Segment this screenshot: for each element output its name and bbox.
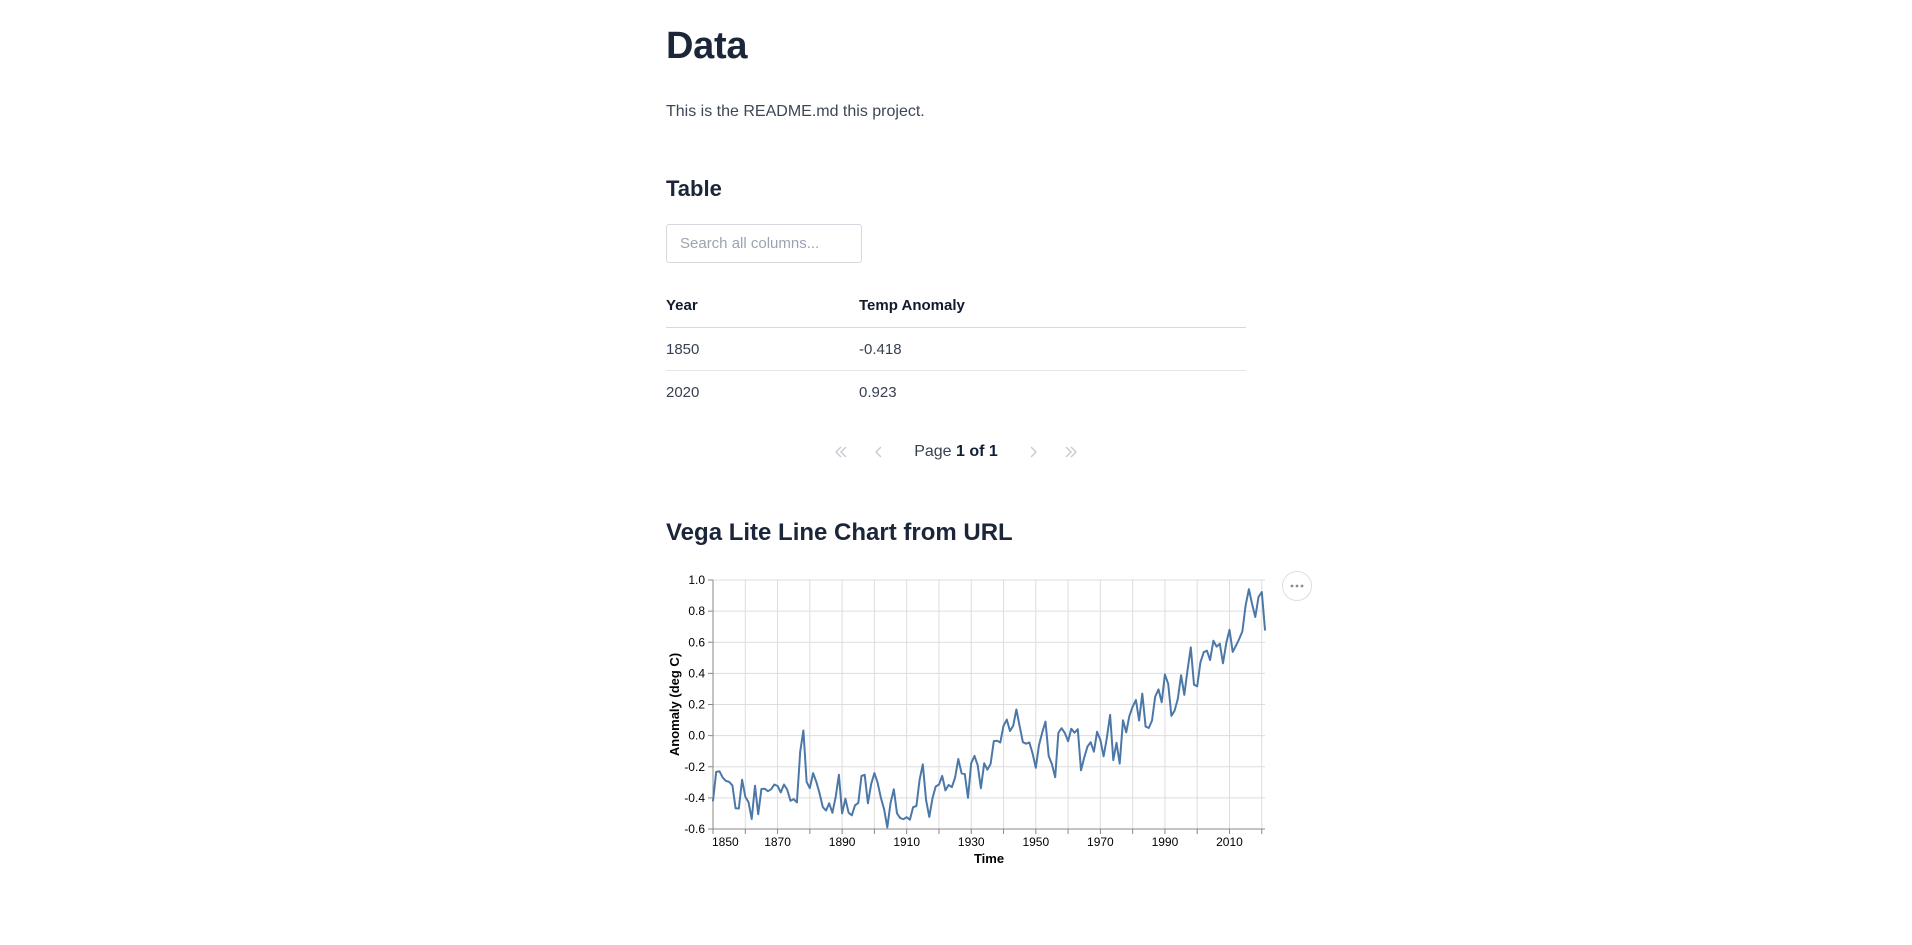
svg-text:0.4: 0.4 xyxy=(688,667,705,681)
search-input[interactable] xyxy=(666,224,862,264)
svg-text:Time: Time xyxy=(974,851,1004,866)
next-page-button[interactable] xyxy=(1023,442,1043,462)
svg-text:1990: 1990 xyxy=(1152,835,1179,849)
cell-temp-anomaly: 0.923 xyxy=(859,384,897,402)
table-row: 1850 -0.418 xyxy=(666,327,1246,372)
svg-text:-0.6: -0.6 xyxy=(684,822,705,836)
pagination: Page 1 of 1 xyxy=(666,442,1246,462)
svg-text:-0.2: -0.2 xyxy=(684,760,705,774)
svg-text:0.8: 0.8 xyxy=(688,605,705,619)
column-header-temp-anomaly[interactable]: Temp Anomaly xyxy=(859,287,1246,329)
page-info: Page 1 of 1 xyxy=(914,443,998,461)
cell-year: 2020 xyxy=(666,384,700,402)
data-table: Year Temp Anomaly 1850 -0.418 2020 0.923 xyxy=(666,287,1246,413)
svg-text:Anomaly (deg C): Anomaly (deg C) xyxy=(667,653,682,756)
chart-section-heading: Vega Lite Line Chart from URL xyxy=(666,519,1013,547)
double-chevron-left-icon xyxy=(832,444,850,460)
ellipsis-icon xyxy=(1290,584,1304,588)
svg-text:0.0: 0.0 xyxy=(688,729,705,743)
svg-text:1870: 1870 xyxy=(764,835,791,849)
svg-text:1970: 1970 xyxy=(1087,835,1114,849)
svg-text:1890: 1890 xyxy=(829,835,856,849)
svg-text:1910: 1910 xyxy=(893,835,920,849)
svg-text:1850: 1850 xyxy=(712,835,739,849)
table-row: 2020 0.923 xyxy=(666,371,1246,414)
svg-text:1930: 1930 xyxy=(958,835,985,849)
main-content: Data This is the README.md this project.… xyxy=(666,0,1312,873)
cell-year: 1850 xyxy=(666,327,859,372)
page-title: Data xyxy=(666,25,748,67)
chevron-left-icon xyxy=(871,444,887,460)
table-header: Year Temp Anomaly xyxy=(666,287,1246,329)
svg-text:1.0: 1.0 xyxy=(688,573,705,587)
page-label: Page xyxy=(914,443,952,461)
prev-page-button[interactable] xyxy=(869,442,889,462)
cell-temp-anomaly: -0.418 xyxy=(859,327,1246,372)
svg-text:-0.4: -0.4 xyxy=(684,791,705,805)
svg-text:0.2: 0.2 xyxy=(688,698,705,712)
chart-actions-button[interactable] xyxy=(1282,571,1312,602)
vega-chart-container: -0.6 -0.4 -0.2 0.0 0.2 0.4 0.6 0.8 1.0 1850 1870 18… xyxy=(666,571,1316,873)
page-value: 1 of 1 xyxy=(956,443,998,461)
first-page-button[interactable] xyxy=(831,442,851,462)
svg-text:2010: 2010 xyxy=(1216,835,1243,849)
column-header-year[interactable]: Year xyxy=(666,287,859,329)
temperature-anomaly-line-chart: -0.6 -0.4 -0.2 0.0 0.2 0.4 0.6 0.8 1.0 1850 1870 18… xyxy=(667,573,1266,866)
last-page-button[interactable] xyxy=(1061,442,1081,462)
intro-text: This is the README.md this project. xyxy=(666,103,925,120)
chevron-right-icon xyxy=(1025,444,1041,460)
table-section-heading: Table xyxy=(666,176,722,202)
double-chevron-right-icon xyxy=(1062,444,1080,460)
svg-text:0.6: 0.6 xyxy=(688,636,705,650)
svg-text:1950: 1950 xyxy=(1022,835,1049,849)
